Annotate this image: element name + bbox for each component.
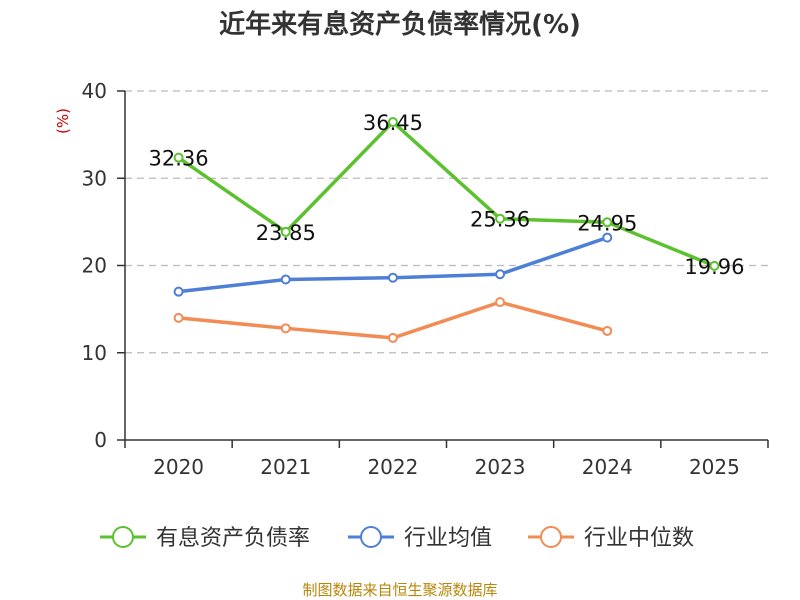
- legend-label-3: 行业中位数: [584, 526, 694, 551]
- data-point: [387, 116, 398, 127]
- x-tick-label: 2022: [367, 455, 418, 479]
- data-point: [387, 332, 398, 343]
- data-point: [280, 274, 291, 285]
- data-point: [602, 232, 613, 243]
- y-tick-label: 0: [94, 428, 107, 452]
- data-label: 24.95: [577, 211, 637, 235]
- data-point: [709, 260, 720, 271]
- legend-label-2: 行业均值: [404, 526, 492, 551]
- series-line-3: [178, 300, 608, 340]
- data-point: [173, 152, 184, 163]
- x-tick-label: 2025: [689, 455, 740, 479]
- data-point: [495, 269, 506, 280]
- x-tick-label: 2020: [153, 455, 204, 479]
- y-tick-label: 20: [82, 254, 107, 278]
- series-line-2: [178, 235, 608, 294]
- y-tick-label: 40: [82, 79, 107, 103]
- y-tick-label: 30: [82, 166, 107, 190]
- data-point: [280, 226, 291, 237]
- x-tick-label: 2021: [260, 455, 311, 479]
- data-label: 25.36: [470, 208, 530, 232]
- data-point: [495, 213, 506, 224]
- data-source-note: 制图数据来自恒生聚源数据库: [302, 581, 498, 599]
- data-point: [602, 325, 613, 336]
- data-point: [602, 217, 613, 228]
- data-point: [280, 323, 291, 334]
- x-tick-label: 2023: [475, 455, 526, 479]
- legend-label-1: 有息资产负债率: [156, 526, 310, 551]
- legend-marker-3: [540, 526, 562, 548]
- data-label: 23.85: [256, 221, 316, 245]
- legend-marker-2: [360, 526, 382, 548]
- legend-marker-1: [112, 526, 134, 548]
- data-point: [387, 272, 398, 283]
- data-label: 36.45: [363, 111, 423, 135]
- data-label: 19.96: [684, 255, 744, 279]
- series-line-1: [177, 120, 716, 268]
- x-tick-label: 2024: [582, 455, 633, 479]
- chart-title: 近年来有息资产负债率情况(%): [219, 10, 581, 40]
- data-point: [173, 286, 184, 297]
- y-tick-label: 10: [82, 341, 107, 365]
- data-label: 32.36: [149, 147, 209, 171]
- data-point: [173, 312, 184, 323]
- data-point: [495, 297, 506, 308]
